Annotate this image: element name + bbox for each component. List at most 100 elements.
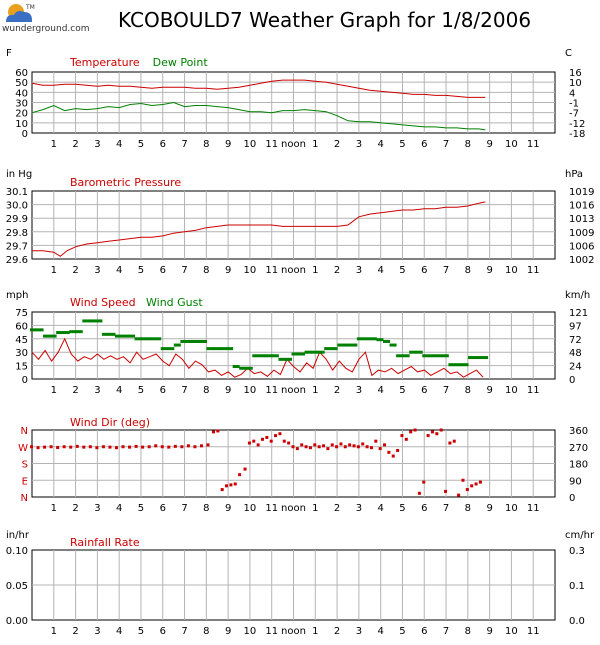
wind_dir-wind-dir-deg--point [88, 445, 92, 449]
wind_dir-x-tick: 6 [160, 503, 166, 514]
wind-wind-gust-point [481, 356, 489, 360]
wind_dir-wind-dir-deg--point [387, 450, 391, 454]
wind-x-tick: 8 [465, 385, 471, 396]
temp-x-tick: 1 [312, 139, 318, 150]
wind_dir-wind-dir-deg--point [121, 445, 125, 449]
rain-x-tick: 5 [138, 626, 144, 637]
pressure-unit-left: in Hg [6, 169, 32, 180]
rain-y-tick-right: 0.1 [569, 581, 585, 592]
wind_dir-x-tick: 7 [181, 503, 187, 514]
wind_dir-wind-dir-deg--point [457, 493, 461, 497]
wunderground-logo[interactable]: TM wunderground.com [2, 2, 90, 36]
wind-wind-gust-point [298, 352, 306, 356]
wind_dir-y-tick-right: 0 [569, 493, 575, 504]
wind_dir-wind-dir-deg--point [478, 480, 482, 484]
rain-x-tick: 4 [116, 626, 122, 637]
wind_dir-wind-dir-deg--point [75, 444, 79, 448]
wind_dir-x-tick: 11 [265, 503, 278, 514]
wind-wind-gust-point [101, 332, 109, 336]
pressure-x-tick: 3 [356, 265, 362, 276]
temp-x-tick: 5 [399, 139, 405, 150]
temp-y-tick-right: 4 [569, 88, 575, 99]
wind-wind-gust-point [356, 337, 364, 341]
wind-series-title: Wind Gust [146, 296, 203, 309]
wind-wind-gust-point [376, 338, 384, 342]
temp-x-tick: 4 [377, 139, 383, 150]
wind_dir-wind-dir-deg--point [256, 443, 260, 447]
wind_dir-y-tick-right: 360 [569, 426, 588, 437]
wind_dir-x-tick: 9 [486, 503, 492, 514]
pressure-x-tick: 9 [486, 265, 492, 276]
wind-wind-gust-point [128, 334, 136, 338]
temp-x-tick: 3 [94, 139, 100, 150]
wind_dir-wind-dir-deg--point [291, 445, 295, 449]
wind-wind-gust-point [206, 347, 214, 351]
wind_dir-wind-dir-deg--point [36, 446, 40, 450]
wind-wind-gust-point [167, 347, 175, 351]
pressure-x-tick: 11 [527, 265, 540, 276]
temp-series-title: Temperature [69, 56, 140, 69]
temp-y-tick-left: 20 [15, 109, 28, 120]
wind_dir-wind-dir-deg--point [260, 437, 264, 441]
wind-wind-gust-point [291, 352, 299, 356]
wind_dir-x-tick: 10 [244, 503, 257, 514]
rain-x-tick: 8 [465, 626, 471, 637]
wind_dir-wind-dir-deg--point [435, 432, 439, 436]
temp-temperature-line [31, 79, 486, 98]
wind-unit-right: km/h [565, 290, 590, 301]
wind-x-tick: 6 [160, 385, 166, 396]
pressure-x-tick: noon [281, 265, 306, 276]
wind-wind-gust-point [199, 339, 207, 343]
pressure-x-tick: 4 [116, 265, 122, 276]
wind_dir-x-tick: 3 [94, 503, 100, 514]
wind-wind-gust-point [350, 343, 358, 347]
wind_dir-y-tick-right: 270 [569, 443, 588, 454]
wind_dir-wind-dir-deg--point [396, 448, 400, 452]
wind_dir-wind-dir-deg--point [56, 445, 60, 449]
wind-x-tick: 5 [399, 385, 405, 396]
logo-sun-cloud-icon: TM [6, 4, 35, 22]
rain-x-tick: 4 [377, 626, 383, 637]
wind-wind-gust-point [154, 337, 162, 341]
pressure-x-tick: 2 [72, 265, 78, 276]
wind_dir-x-tick: 3 [356, 503, 362, 514]
wind_dir-wind-dir-deg--point [313, 443, 317, 447]
wind-y-tick-right: 97 [569, 321, 582, 332]
wind_dir-wind-dir-deg--point [265, 435, 269, 439]
wind_dir-wind-dir-deg--point [173, 444, 177, 448]
rain-series-title: Rainfall Rate [70, 536, 140, 549]
pressure-x-tick: 10 [505, 265, 518, 276]
temp-y-tick-right: -18 [569, 129, 585, 140]
wind-wind-gust-point [317, 350, 325, 354]
wind_dir-x-tick: 4 [377, 503, 383, 514]
rain-x-tick: 6 [421, 626, 427, 637]
pressure-x-tick: 7 [443, 265, 449, 276]
wind-wind-gust-point [219, 347, 227, 351]
wind-wind-gust-point [337, 343, 345, 347]
wind_dir-wind-dir-deg--point [352, 444, 356, 448]
wind_dir-wind-dir-deg--point [167, 445, 171, 449]
page-title: KCOBOULD7 Weather Graph for 1/8/2006 [118, 8, 532, 32]
rain-x-tick: 10 [505, 626, 518, 637]
wind-wind-gust-point [239, 366, 247, 370]
wind_dir-x-tick: 8 [203, 503, 209, 514]
wind-wind-gust-point [343, 343, 351, 347]
wind-x-tick: 8 [203, 385, 209, 396]
temp-x-tick: 11 [265, 139, 278, 150]
wind-wind-gust-point [258, 354, 266, 358]
rain-y-tick-left: 0.05 [6, 581, 28, 592]
wind_dir-x-tick: 5 [138, 503, 144, 514]
wind-wind-gust-point [226, 347, 234, 351]
wind_dir-wind-dir-deg--point [101, 445, 105, 449]
wind_dir-y-tick-left: N [21, 426, 28, 437]
wind-x-tick: 6 [421, 385, 427, 396]
wind-wind-gust-point [147, 337, 155, 341]
pressure-x-tick: 7 [181, 265, 187, 276]
pressure-x-tick: 6 [160, 265, 166, 276]
wind-wind-gust-point [271, 354, 279, 358]
wind_dir-wind-dir-deg--point [356, 445, 360, 449]
wind-series-title: Wind Speed [70, 296, 136, 309]
pressure-y-tick-right: 1009 [569, 228, 594, 239]
temp-x-tick: 1 [51, 139, 57, 150]
